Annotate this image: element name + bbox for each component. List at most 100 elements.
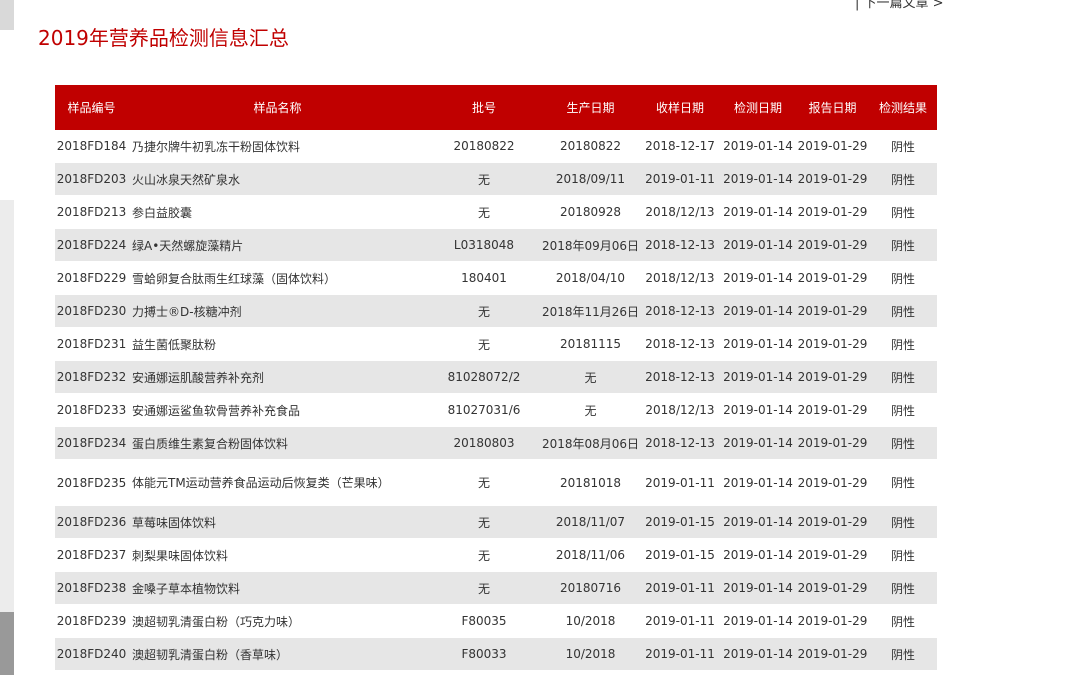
column-header: 检测结果 xyxy=(869,85,937,130)
table-cell: 180401 xyxy=(427,261,541,295)
table-cell: 10/2018 xyxy=(541,604,640,638)
table-cell: 无 xyxy=(427,538,541,572)
table-cell: 参白益胶囊 xyxy=(128,195,427,229)
table-cell: 2019-01-29 xyxy=(796,538,869,572)
table-cell: 2019-01-29 xyxy=(796,228,869,262)
table-cell: 2019-01-14 xyxy=(720,604,796,638)
table-row: 2018FD231 益生菌低聚肽粉无 20181115 2018-12-13 2019-… xyxy=(55,327,937,361)
table-cell: 2019-01-14 xyxy=(720,571,796,605)
table-cell: 2019-01-14 xyxy=(720,294,796,328)
table-cell: 2019-01-11 xyxy=(640,571,720,605)
table-cell: 阴性 xyxy=(869,459,937,506)
table-cell: 2018FD231 xyxy=(55,327,128,361)
table-cell: 2018FD239 xyxy=(55,604,128,638)
table-cell: 2018FD184 xyxy=(55,130,128,163)
table-cell: 乃捷尔牌牛初乳冻干粉固体饮料 xyxy=(128,130,427,163)
table-cell: 2018-12-13 xyxy=(640,426,720,460)
table-cell: 20180803 xyxy=(427,426,541,460)
table-cell: 2019-01-29 xyxy=(796,637,869,671)
table-cell: 阴性 xyxy=(869,360,937,394)
table-cell: 益生菌低聚肽粉 xyxy=(128,327,427,361)
table-cell: 2019-01-29 xyxy=(796,162,869,196)
table-cell: 2019-01-29 xyxy=(796,261,869,295)
table-cell: 草莓味固体饮料 xyxy=(128,505,427,539)
table-cell: 2019-01-15 xyxy=(640,538,720,572)
table-cell: 2019-01-29 xyxy=(796,294,869,328)
table-cell: 2019-01-29 xyxy=(796,604,869,638)
table-cell: 2018/12/13 xyxy=(640,393,720,427)
table-cell: 无 xyxy=(427,162,541,196)
table-cell: 2019-01-11 xyxy=(640,459,720,506)
table-cell: 阴性 xyxy=(869,327,937,361)
column-header: 样品编号 xyxy=(55,85,128,130)
table-cell: 安通娜运鲨鱼软骨营养补充食品 xyxy=(128,393,427,427)
table-cell: 火山冰泉天然矿泉水 xyxy=(128,162,427,196)
table-cell: 2018FD240 xyxy=(55,637,128,671)
header-row: 样品编号 样品名称 批号 生产日期 收样日期 检测日期 报告日期 检测结果 xyxy=(55,85,937,130)
results-table: 样品编号 样品名称 批号 生产日期 收样日期 检测日期 报告日期 检测结果 2018FD184… xyxy=(55,85,937,671)
table-cell: F80035 xyxy=(427,604,541,638)
table-cell: 无 xyxy=(427,294,541,328)
table-cell: 2019-01-11 xyxy=(640,604,720,638)
table-row: 2018FD233 安通娜运鲨鱼软骨营养补充食品 81027031/6 无 2018/1… xyxy=(55,393,937,427)
table-cell: 阴性 xyxy=(869,393,937,427)
table-cell: 2018FD236 xyxy=(55,505,128,539)
table-cell: 无 xyxy=(541,360,640,394)
table-cell: 2019-01-29 xyxy=(796,393,869,427)
table-row: 2018FD239 澳超韧乳清蛋白粉（巧克力味） F80035 10/2018 2019… xyxy=(55,604,937,638)
table-cell: 2019-01-29 xyxy=(796,327,869,361)
table-cell: 2019-01-29 xyxy=(796,459,869,506)
page-title: 2019年营养品检测信息汇总 xyxy=(38,26,289,50)
table-cell: 阴性 xyxy=(869,637,937,671)
table-cell: 2018FD232 xyxy=(55,360,128,394)
table-cell: 阴性 xyxy=(869,505,937,539)
table-cell: 2018-12-13 xyxy=(640,294,720,328)
table-row: 2018FD230 力搏士®D-核糖冲剂无 2018年11月26日 2018-12-1… xyxy=(55,294,937,328)
table-cell: 无 xyxy=(541,393,640,427)
table-cell: 绿A•天然螺旋藻精片 xyxy=(128,228,427,262)
table-cell: 2019-01-29 xyxy=(796,571,869,605)
table-cell: 无 xyxy=(427,327,541,361)
table-cell: 2018年08月06日 xyxy=(541,426,640,460)
table-cell: 2019-01-14 xyxy=(720,538,796,572)
table-cell: 无 xyxy=(427,505,541,539)
table-cell: 20180822 xyxy=(427,130,541,163)
table-cell: 2019-01-29 xyxy=(796,195,869,229)
table-row: 2018FD240 澳超韧乳清蛋白粉（香草味） F80033 10/2018 2019-… xyxy=(55,637,937,671)
table-cell: 81028072/2 xyxy=(427,360,541,394)
table-cell: 阴性 xyxy=(869,538,937,572)
column-header: 样品名称 xyxy=(128,85,427,130)
table-cell: 安通娜运肌酸营养补充剂 xyxy=(128,360,427,394)
table-cell: 2018/11/07 xyxy=(541,505,640,539)
table-cell: 2019-01-14 xyxy=(720,261,796,295)
table-row: 2018FD203 火山冰泉天然矿泉水无 2018/09/11 2019-01-11 2… xyxy=(55,162,937,196)
table-cell: 澳超韧乳清蛋白粉（巧克力味） xyxy=(128,604,427,638)
table-cell: 无 xyxy=(427,571,541,605)
column-header: 检测日期 xyxy=(720,85,796,130)
column-header: 报告日期 xyxy=(796,85,869,130)
table-cell: 2018FD230 xyxy=(55,294,128,328)
table-cell: 2019-01-14 xyxy=(720,459,796,506)
table-cell: 2019-01-14 xyxy=(720,426,796,460)
table-cell: 2018FD224 xyxy=(55,228,128,262)
table-row: 2018FD238 金嗓子草本植物饮料无 20180716 2019-01-11 201… xyxy=(55,571,937,605)
table-cell: 20180822 xyxy=(541,130,640,163)
table-cell: 阴性 xyxy=(869,426,937,460)
table-cell: 无 xyxy=(427,195,541,229)
table-cell: 20181115 xyxy=(541,327,640,361)
table-row: 2018FD213 参白益胶囊无 20180928 2018/12/13 2019-01… xyxy=(55,195,937,229)
table-cell: 蛋白质维生素复合粉固体饮料 xyxy=(128,426,427,460)
table-cell: L0318048 xyxy=(427,228,541,262)
table-cell: 2019-01-14 xyxy=(720,393,796,427)
table-cell: F80033 xyxy=(427,637,541,671)
table-cell: 2018年11月26日 xyxy=(541,294,640,328)
table-cell: 力搏士®D-核糖冲剂 xyxy=(128,294,427,328)
table-cell: 2019-01-29 xyxy=(796,130,869,163)
next-article-link[interactable]: | 下一篇文章 > xyxy=(855,0,944,11)
table-cell: 10/2018 xyxy=(541,637,640,671)
table-row: 2018FD237 刺梨果味固体饮料无 2018/11/06 2019-01-15 20… xyxy=(55,538,937,572)
table-cell: 2018FD233 xyxy=(55,393,128,427)
table-cell: 2019-01-14 xyxy=(720,327,796,361)
table-cell: 2018FD234 xyxy=(55,426,128,460)
